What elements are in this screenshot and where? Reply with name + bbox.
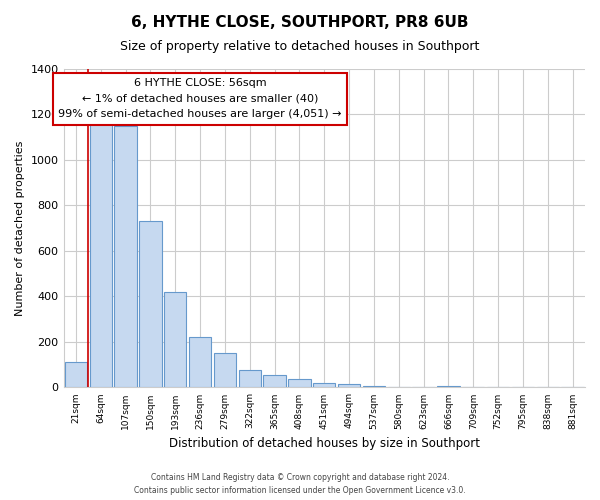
Bar (437, 386, 460, 388)
Text: 6 HYTHE CLOSE: 56sqm
← 1% of detached houses are smaller (40)
99% of semi-detach: 6 HYTHE CLOSE: 56sqm ← 1% of detached ho… (58, 78, 342, 120)
Bar (263, 375, 286, 388)
Bar (288, 380, 311, 388)
Bar (214, 354, 236, 388)
Bar (115, 126, 137, 388)
Bar (189, 338, 211, 388)
Text: 6, HYTHE CLOSE, SOUTHPORT, PR8 6UB: 6, HYTHE CLOSE, SOUTHPORT, PR8 6UB (131, 15, 469, 30)
Text: Size of property relative to detached houses in Southport: Size of property relative to detached ho… (121, 40, 479, 53)
Bar (139, 222, 161, 388)
Bar (338, 384, 360, 388)
Bar (65, 362, 87, 388)
Bar (363, 386, 385, 388)
Bar (239, 370, 261, 388)
Y-axis label: Number of detached properties: Number of detached properties (15, 140, 25, 316)
Text: Contains HM Land Registry data © Crown copyright and database right 2024.
Contai: Contains HM Land Registry data © Crown c… (134, 474, 466, 495)
X-axis label: Distribution of detached houses by size in Southport: Distribution of detached houses by size … (169, 437, 480, 450)
Bar (313, 383, 335, 388)
Bar (89, 124, 112, 388)
Bar (164, 292, 187, 388)
